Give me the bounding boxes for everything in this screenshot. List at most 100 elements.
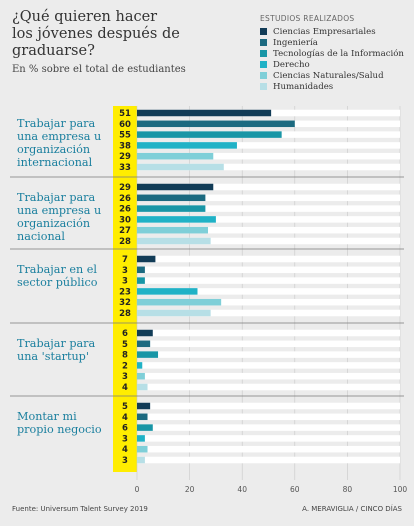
value-label: 27 [119, 226, 131, 236]
value-label: 4 [122, 383, 128, 393]
value-label: 23 [119, 287, 131, 297]
bar [137, 109, 272, 117]
value-label: 28 [119, 309, 131, 319]
value-label: 30 [119, 215, 131, 225]
bar-track [137, 445, 400, 453]
value-label: 38 [119, 141, 131, 151]
legend-item: Ciencias Naturales/Salud [260, 70, 404, 81]
value-label: 29 [119, 152, 131, 162]
bar-track [137, 277, 400, 284]
value-label: 55 [119, 131, 131, 141]
value-label: 26 [119, 194, 131, 204]
value-label: 3 [122, 456, 128, 466]
legend-swatch [260, 83, 267, 90]
group-label: Trabajar en el sector público [17, 263, 98, 289]
value-label: 7 [122, 255, 128, 265]
legend-label: Humanidades [273, 81, 334, 92]
value-label: 6 [122, 424, 128, 434]
legend-item: Derecho [260, 59, 404, 70]
bar-track [137, 226, 400, 234]
bar-track [137, 142, 400, 149]
bar-track [137, 298, 400, 306]
bar-track [137, 288, 400, 295]
bar [137, 288, 198, 295]
x-tick-label: 60 [290, 485, 300, 494]
value-label: 5 [122, 340, 128, 350]
bar-track [137, 266, 400, 274]
bar [137, 413, 148, 421]
legend-item: Tecnologías de la Información [260, 48, 404, 59]
bar-track [137, 163, 400, 171]
bar [137, 205, 206, 212]
legend-label: Ciencias Naturales/Salud [273, 70, 384, 81]
credit-note: A. MERAVIGLIA / CINCO DÍAS [302, 505, 402, 513]
source-note: Fuente: Universum Talent Survey 2019 [12, 505, 148, 513]
group-label: Trabajar para una empresa u organización in… [17, 117, 101, 169]
bar-track [137, 402, 400, 410]
bar [137, 351, 159, 358]
chart-subtitle: En % sobre el total de estudiantes [12, 64, 186, 75]
bar [137, 372, 145, 380]
legend-label: Ingeniería [273, 37, 318, 48]
bar [137, 194, 206, 202]
legend-item: Ciencias Empresariales [260, 26, 404, 37]
value-label: 51 [119, 109, 131, 119]
value-label: 5 [122, 402, 128, 412]
value-label: 6 [122, 329, 128, 339]
legend: ESTUDIOS REALIZADOS Ciencias Empresarial… [260, 14, 404, 92]
value-label: 3 [122, 266, 128, 276]
bar [137, 142, 237, 149]
legend-swatch [260, 72, 267, 79]
bar [137, 402, 151, 410]
value-label: 29 [119, 183, 131, 193]
group-label: Montar mi propio negocio [17, 410, 102, 436]
bar [137, 340, 151, 348]
bar [137, 456, 145, 464]
value-label: 4 [122, 413, 128, 423]
legend-label: Ciencias Empresariales [273, 26, 376, 37]
bar [137, 445, 148, 453]
bar-track [137, 216, 400, 223]
legend-swatch [260, 28, 267, 35]
bar [137, 329, 153, 337]
bar-track [137, 362, 400, 369]
bar [137, 163, 224, 171]
value-label: 28 [119, 237, 131, 247]
x-tick-label: 20 [185, 485, 195, 494]
bar [137, 120, 295, 128]
bar-track [137, 413, 400, 421]
bar [137, 255, 156, 263]
bar-track [137, 152, 400, 160]
x-tick-label: 80 [343, 485, 353, 494]
x-tick-label: 100 [393, 485, 408, 494]
chart-title: ¿Qué quieren hacer los jóvenes después d… [12, 9, 180, 59]
bar [137, 309, 211, 317]
value-label: 33 [119, 163, 131, 173]
legend-item: Ingeniería [260, 37, 404, 48]
bar [137, 216, 216, 223]
value-label: 3 [122, 277, 128, 287]
value-label: 26 [119, 205, 131, 215]
bar [137, 424, 153, 431]
legend-label: Tecnologías de la Información [273, 48, 404, 59]
bar-track [137, 309, 400, 317]
bar [137, 383, 148, 391]
value-label: 2 [122, 361, 128, 371]
value-column [113, 106, 137, 472]
bar-track [137, 435, 400, 442]
bar [137, 266, 145, 274]
bar [137, 226, 209, 234]
bar-track [137, 255, 400, 263]
value-label: 60 [119, 120, 131, 130]
legend-swatch [260, 61, 267, 68]
bar-track [137, 424, 400, 431]
value-label: 8 [122, 351, 128, 361]
bar-track [137, 237, 400, 245]
legend-item: Humanidades [260, 81, 404, 92]
value-label: 3 [122, 372, 128, 382]
bar-track [137, 183, 400, 191]
bar [137, 362, 143, 369]
legend-title: ESTUDIOS REALIZADOS [260, 14, 355, 23]
bar-track [137, 383, 400, 391]
